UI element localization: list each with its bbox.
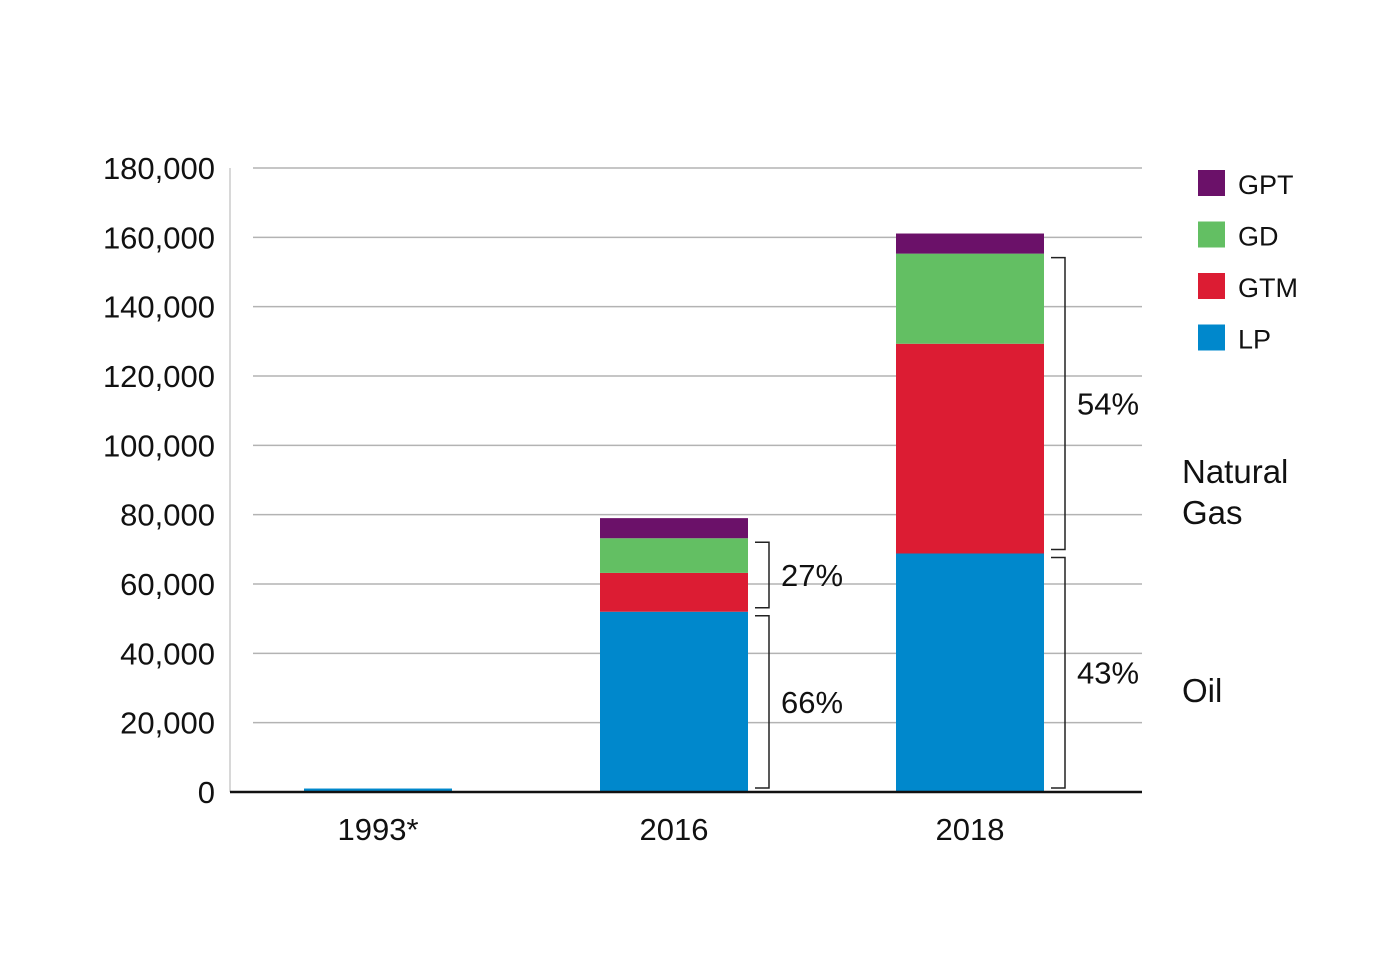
bar-segment-gd bbox=[600, 538, 748, 573]
legend-label-lp: LP bbox=[1238, 325, 1271, 355]
legend: GPT GD GTM LP bbox=[1198, 170, 1298, 355]
y-tick-label: 120,000 bbox=[103, 359, 215, 394]
y-tick-label: 60,000 bbox=[120, 567, 215, 602]
share-label: 54% bbox=[1077, 387, 1139, 422]
y-tick-label: 0 bbox=[198, 775, 215, 810]
bar-segment-gtm bbox=[896, 343, 1044, 554]
share-label: 66% bbox=[781, 685, 843, 720]
x-tick-label: 2018 bbox=[936, 812, 1005, 847]
share-label: 27% bbox=[781, 558, 843, 593]
legend-swatch-gtm bbox=[1198, 273, 1225, 299]
share-label: 43% bbox=[1077, 656, 1139, 691]
share-brackets: 66% 27% 43% 54% bbox=[755, 256, 1139, 789]
share-bracket bbox=[1051, 556, 1066, 789]
legend-label-gd: GD bbox=[1238, 222, 1279, 252]
bar-segment-gd bbox=[896, 253, 1044, 344]
y-tick-label: 40,000 bbox=[120, 636, 215, 671]
y-tick-label: 80,000 bbox=[120, 498, 215, 533]
y-tick-label: 160,000 bbox=[103, 220, 215, 255]
bar-segment-gtm bbox=[600, 572, 748, 612]
bar-segment-lp bbox=[600, 611, 748, 792]
group-label-natural-gas-line-2: Gas bbox=[1182, 494, 1243, 531]
x-axis-tick-labels: 1993* 2016 2018 bbox=[337, 812, 1004, 847]
bar-segment-gpt bbox=[896, 233, 1044, 254]
bars bbox=[304, 233, 1044, 792]
legend-swatch-gd bbox=[1198, 221, 1225, 248]
bar-segment-lp bbox=[304, 788, 452, 792]
bar-segment-lp bbox=[896, 553, 1044, 792]
group-label-natural-gas-line-1: Natural bbox=[1182, 453, 1288, 490]
y-tick-label: 20,000 bbox=[120, 706, 215, 741]
share-bracket bbox=[755, 614, 770, 789]
y-tick-label: 180,000 bbox=[103, 151, 215, 186]
gridlines bbox=[253, 167, 1142, 724]
y-axis-tick-labels: 0 20,000 40,000 60,000 80,000 100,000 120,000 1… bbox=[103, 151, 215, 810]
x-tick-label: 1993* bbox=[337, 812, 418, 847]
share-bracket bbox=[755, 541, 770, 609]
bar-segment-gpt bbox=[600, 518, 748, 539]
x-tick-label: 2016 bbox=[640, 812, 709, 847]
y-tick-label: 140,000 bbox=[103, 290, 215, 325]
y-tick-label: 100,000 bbox=[103, 428, 215, 463]
legend-swatch-lp bbox=[1198, 324, 1225, 351]
legend-label-gpt: GPT bbox=[1238, 170, 1294, 200]
group-label-oil: Oil bbox=[1182, 672, 1222, 709]
share-bracket bbox=[1051, 256, 1066, 551]
legend-label-gtm: GTM bbox=[1238, 273, 1298, 303]
legend-swatch-gpt bbox=[1198, 170, 1225, 196]
group-labels: Natural Gas Oil bbox=[1182, 453, 1288, 709]
